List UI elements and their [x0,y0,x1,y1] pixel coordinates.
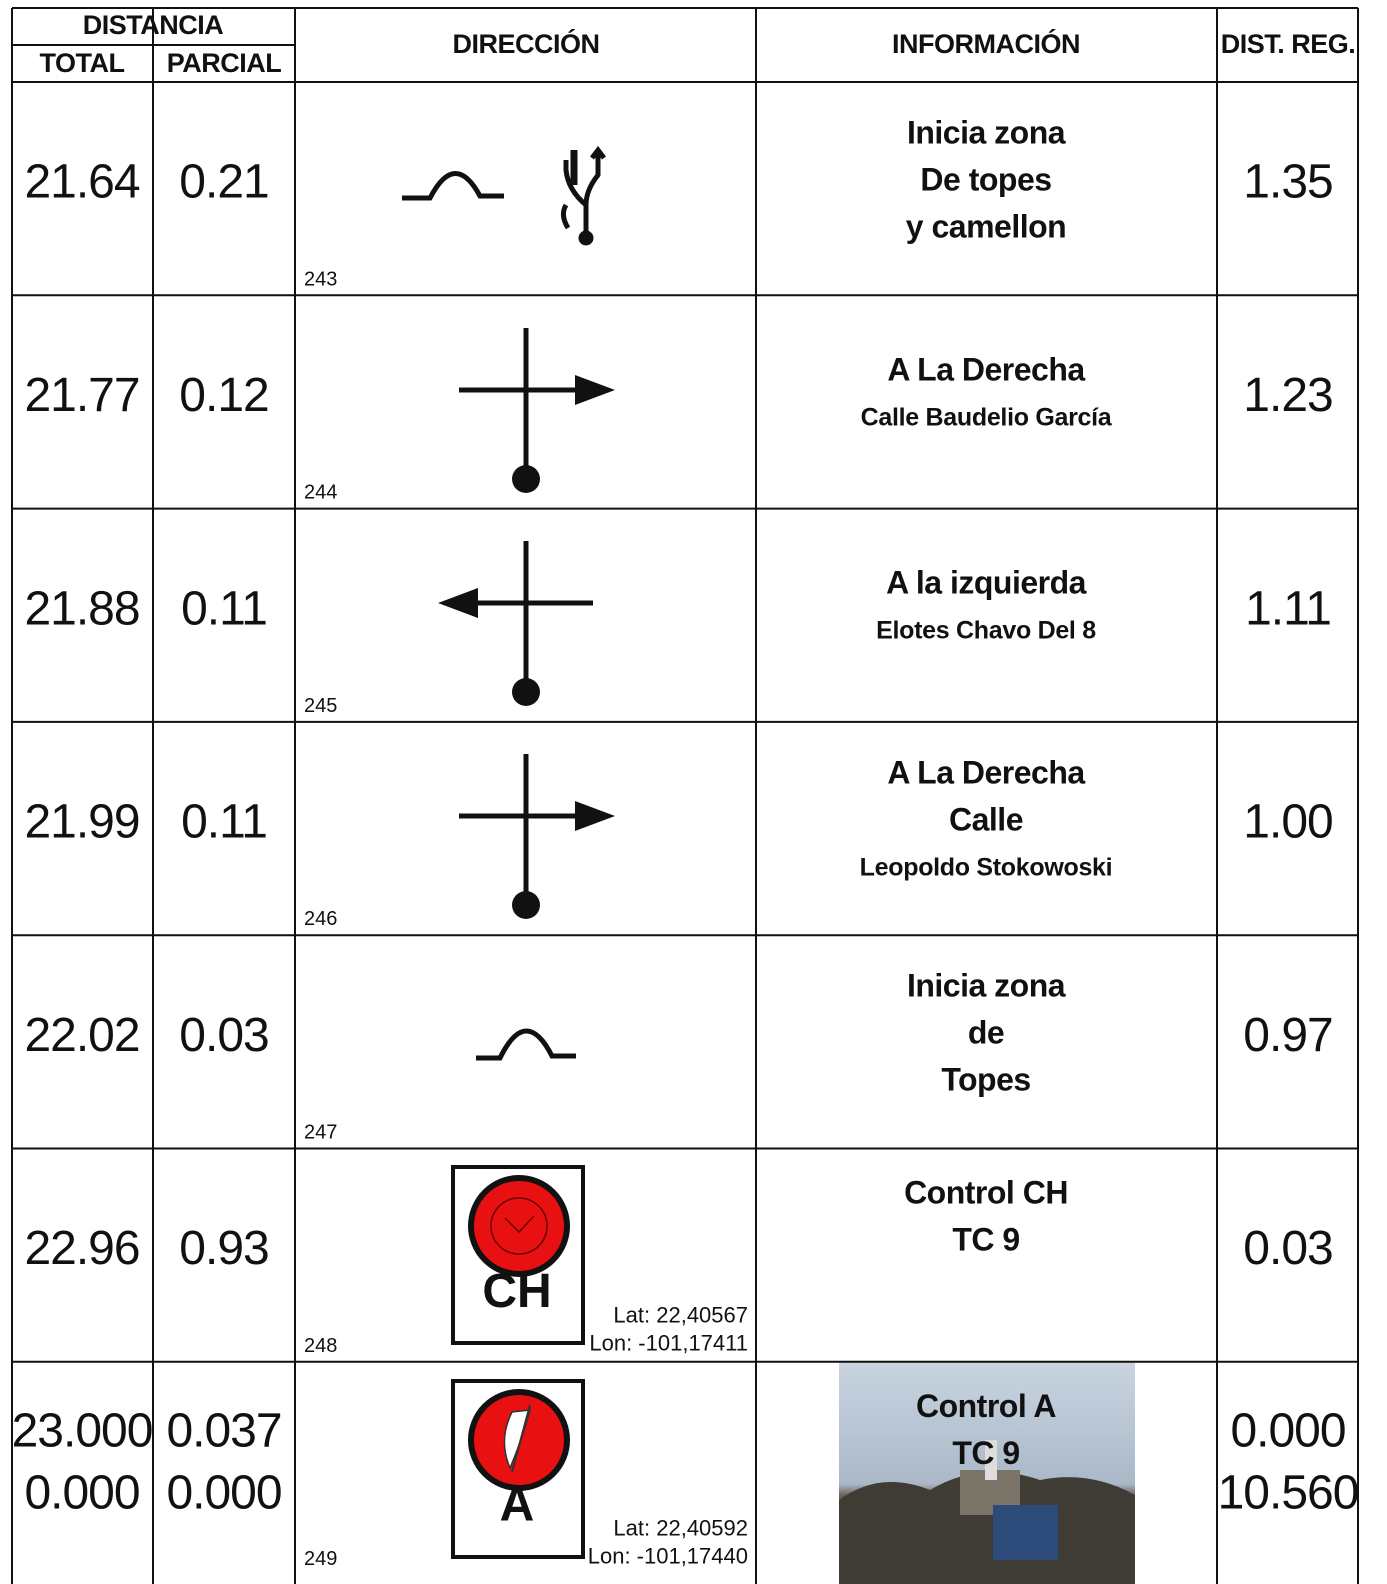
icon-label: CH [482,1265,551,1318]
info-text: Calle [949,801,1023,837]
icon-label: A [500,1478,535,1531]
info-text: A La Derecha [887,754,1085,790]
total-distance: 23.000 [12,1404,153,1457]
right-turn-icon [459,328,615,493]
coordinates: Lat: 22,40567 [613,1302,748,1327]
partial-distance: 0.93 [179,1222,268,1275]
partial-distance: 0.03 [179,1009,268,1062]
total-distance: 21.99 [24,796,139,849]
info-text: Calle Baudelio García [861,403,1113,431]
total-distance: 0.000 [24,1466,139,1519]
row-number: 248 [304,1335,337,1357]
header-distancia: DISTANCIA [83,10,224,40]
total-distance: 21.64 [24,156,139,209]
regulated-distance: 0.000 [1230,1404,1345,1457]
info-text: Topes [941,1062,1030,1098]
row-number: 249 [304,1548,337,1570]
header-total: TOTAL [40,48,125,78]
info-text: Elotes Chavo Del 8 [876,617,1096,645]
partial-distance: 0.11 [181,582,267,635]
info-text: Control CH [904,1174,1068,1210]
control-a-icon [451,1379,585,1559]
total-distance: 22.96 [24,1222,139,1275]
info-text: De topes [920,161,1051,197]
info-text: TC 9 [952,1221,1019,1257]
coordinates: Lat: 22,40592 [613,1516,748,1541]
partial-distance: 0.11 [181,796,267,849]
control-ch-icon [451,1165,585,1345]
row-number: 245 [304,695,337,717]
speed-bump-icon [402,171,504,201]
total-distance: 21.77 [24,369,139,422]
regulated-distance: 1.11 [1245,582,1331,635]
total-distance: 21.88 [24,582,139,635]
header-parcial: PARCIAL [167,48,282,78]
regulated-distance: 0.03 [1243,1222,1332,1275]
regulated-distance: 1.35 [1243,156,1332,209]
info-text: Control A [916,1388,1056,1424]
partial-distance: 0.12 [179,369,268,422]
info-text: Leopoldo Stokowoski [860,854,1113,882]
photo [839,1362,1135,1584]
partial-distance: 0.21 [179,156,268,209]
table-grid [11,7,1359,1584]
regulated-distance: 1.00 [1243,796,1332,849]
header-informacion: INFORMACIÓN [892,28,1080,59]
regulated-distance: 1.23 [1243,369,1332,422]
info-text: de [968,1015,1004,1051]
row-number: 243 [304,268,337,290]
row-number: 244 [304,482,337,504]
header-direccion: DIRECCIÓN [452,28,599,59]
info-text: A la izquierda [886,565,1087,601]
partial-distance: 0.037 [166,1404,281,1457]
fork-icon [560,145,606,246]
coordinates: Lon: -101,17440 [588,1544,748,1569]
right-turn-icon [459,754,615,919]
total-distance: 22.02 [24,1009,139,1062]
coordinates: Lon: -101,17411 [589,1330,748,1355]
row-number: 247 [304,1121,337,1143]
left-turn-icon [438,541,593,706]
row-number: 246 [304,908,337,930]
speed-bump-icon [476,1028,576,1061]
info-text: y camellon [906,208,1066,244]
info-text: TC 9 [952,1435,1019,1471]
info-text: Inicia zona [907,114,1066,150]
partial-distance: 0.000 [166,1466,281,1519]
regulated-distance: 10.560 [1218,1466,1359,1519]
info-text: A La Derecha [887,351,1085,387]
header-dist-reg: DIST. REG. [1221,29,1356,59]
info-text: Inicia zona [907,968,1066,1004]
regulated-distance: 0.97 [1243,1009,1332,1062]
